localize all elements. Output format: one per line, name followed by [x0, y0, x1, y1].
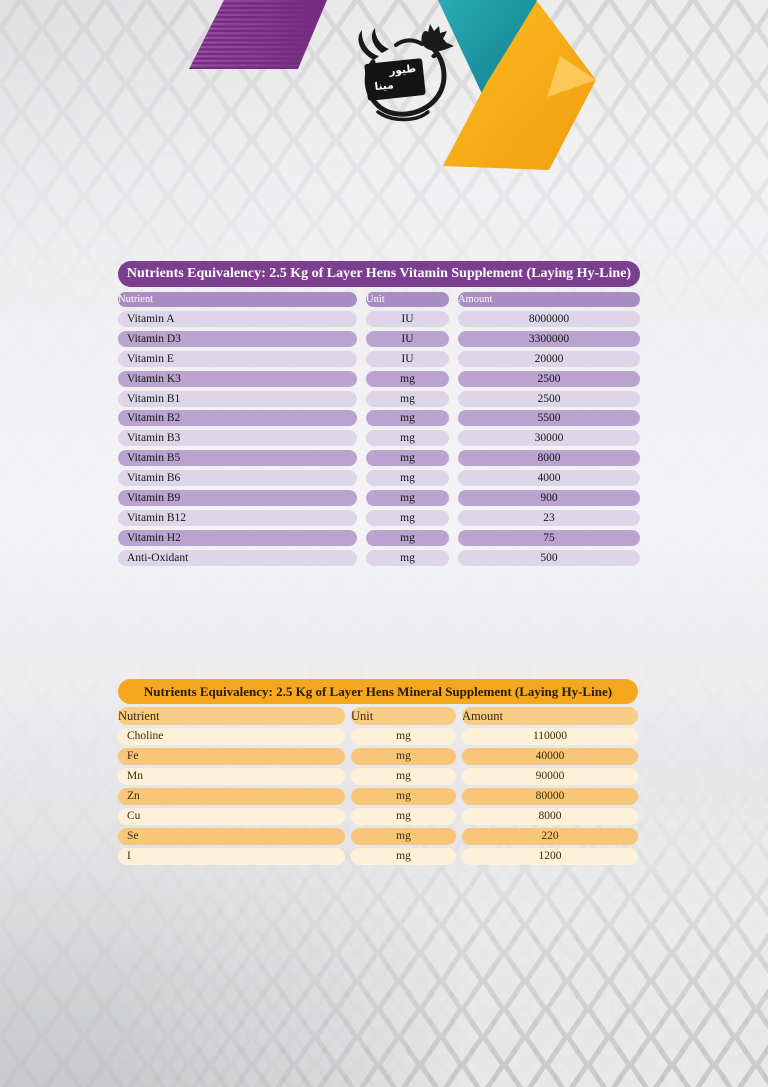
table-cell: mg: [366, 450, 449, 467]
table-cell: mg: [351, 728, 456, 745]
orange-shape: [443, 1, 596, 170]
table-cell: Vitamin D3: [118, 330, 357, 347]
table-cell: I: [118, 848, 345, 865]
table-row: Zn mg 80000: [118, 788, 638, 805]
vitamin-table-rows: Vitamin A IU 8000000 Vitamin D3 IU 3300000 Vit…: [118, 311, 640, 566]
table-row: Vitamin B1 mg 2500: [118, 390, 640, 407]
table-cell: mg: [366, 490, 449, 507]
table-cell: mg: [351, 828, 456, 845]
table-cell: Anti-Oxidant: [118, 549, 357, 566]
table-row: Choline mg 110000: [118, 728, 638, 745]
table-cell: Vitamin B5: [118, 450, 357, 467]
table-cell: Vitamin H2: [118, 529, 357, 546]
vitamin-supplement-table: Nutrients Equivalency: 2.5 Kg of Layer H…: [118, 261, 640, 566]
table-cell: 75: [458, 529, 640, 546]
table-cell: mg: [366, 509, 449, 526]
table-row: Cu mg 8000: [118, 808, 638, 825]
brand-name-badge: طیور مینا: [364, 58, 426, 101]
table-cell: Vitamin B9: [118, 490, 357, 507]
mineral-table-header: Nutrient Unit Amount: [118, 707, 638, 725]
table-cell: Vitamin B12: [118, 509, 357, 526]
table-cell: mg: [351, 748, 456, 765]
table-cell: Mn: [118, 768, 345, 785]
table-cell: Vitamin K3: [118, 370, 357, 387]
table-row: Vitamin B12 mg 23: [118, 509, 640, 526]
table-cell: 2500: [458, 390, 640, 407]
mineral-supplement-table: Nutrients Equivalency: 2.5 Kg of Layer H…: [118, 679, 638, 865]
table-cell: 20000: [458, 350, 640, 367]
table-row: Vitamin B6 mg 4000: [118, 470, 640, 487]
mineral-table-rows: Choline mg 110000 Fe mg 40000 Mn mg 90000 Zn mg 800…: [118, 728, 638, 865]
table-cell: mg: [366, 410, 449, 427]
table-cell: mg: [366, 370, 449, 387]
table-cell: IU: [366, 330, 449, 347]
table-cell: mg: [366, 549, 449, 566]
table-cell: 8000000: [458, 311, 640, 327]
table-cell: 2500: [458, 370, 640, 387]
table-row: Fe mg 40000: [118, 748, 638, 765]
column-header-unit: Unit: [366, 292, 449, 307]
table-row: Vitamin A IU 8000000: [118, 311, 640, 327]
table-row: Vitamin D3 IU 3300000: [118, 330, 640, 347]
table-cell: Zn: [118, 788, 345, 805]
table-cell: 90000: [462, 768, 638, 785]
table-row: Vitamin E IU 20000: [118, 350, 640, 367]
table-cell: Vitamin A: [118, 311, 357, 327]
vitamin-table-header: Nutrient Unit Amount: [118, 292, 640, 307]
table-cell: Choline: [118, 728, 345, 745]
table-cell: mg: [351, 808, 456, 825]
table-cell: mg: [366, 470, 449, 487]
table-cell: 1200: [462, 848, 638, 865]
table-cell: 80000: [462, 788, 638, 805]
table-cell: 40000: [462, 748, 638, 765]
table-cell: IU: [366, 311, 449, 327]
table-cell: mg: [351, 768, 456, 785]
table-row: Vitamin B3 mg 30000: [118, 430, 640, 447]
table-cell: mg: [366, 529, 449, 546]
table-row: Vitamin K3 mg 2500: [118, 370, 640, 387]
table-row: Vitamin B5 mg 8000: [118, 450, 640, 467]
mineral-table-title: Nutrients Equivalency: 2.5 Kg of Layer H…: [118, 679, 638, 704]
table-cell: 110000: [462, 728, 638, 745]
table-cell: Fe: [118, 748, 345, 765]
table-row: Se mg 220: [118, 828, 638, 845]
table-cell: 23: [458, 509, 640, 526]
table-cell: mg: [351, 788, 456, 805]
table-cell: mg: [366, 430, 449, 447]
column-header-amount: Amount: [462, 707, 638, 725]
table-cell: Vitamin B6: [118, 470, 357, 487]
column-header-nutrient: Nutrient: [118, 707, 345, 725]
header-decoration: [189, 0, 596, 170]
column-header-unit: Unit: [351, 707, 456, 725]
table-cell: 5500: [458, 410, 640, 427]
table-cell: Vitamin B1: [118, 390, 357, 407]
column-header-amount: Amount: [458, 292, 640, 307]
vitamin-table-title: Nutrients Equivalency: 2.5 Kg of Layer H…: [118, 261, 640, 287]
table-row: Vitamin H2 mg 75: [118, 529, 640, 546]
table-cell: 900: [458, 490, 640, 507]
table-row: Vitamin B2 mg 5500: [118, 410, 640, 427]
teal-triangle: [438, 0, 537, 113]
table-cell: 30000: [458, 430, 640, 447]
table-row: Anti-Oxidant mg 500: [118, 549, 640, 566]
table-cell: 220: [462, 828, 638, 845]
column-header-nutrient: Nutrient: [118, 292, 357, 307]
table-row: Mn mg 90000: [118, 768, 638, 785]
table-cell: 500: [458, 549, 640, 566]
table-cell: 4000: [458, 470, 640, 487]
table-cell: Se: [118, 828, 345, 845]
table-cell: Cu: [118, 808, 345, 825]
table-cell: 8000: [462, 808, 638, 825]
table-row: Vitamin B9 mg 900: [118, 490, 640, 507]
table-cell: Vitamin B3: [118, 430, 357, 447]
table-cell: 3300000: [458, 330, 640, 347]
table-cell: Vitamin E: [118, 350, 357, 367]
table-cell: IU: [366, 350, 449, 367]
table-cell: Vitamin B2: [118, 410, 357, 427]
table-cell: 8000: [458, 450, 640, 467]
table-cell: mg: [351, 848, 456, 865]
table-cell: mg: [366, 390, 449, 407]
